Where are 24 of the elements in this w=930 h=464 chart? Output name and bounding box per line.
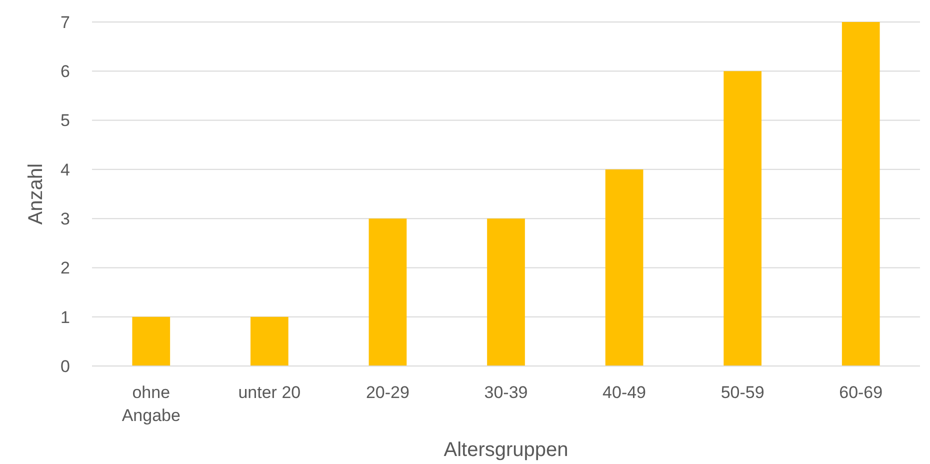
x-tick-label: 40-49: [602, 383, 646, 402]
x-tick-label: 20-29: [366, 383, 410, 402]
x-tick-label: ohne Angabe: [122, 383, 180, 425]
x-axis-title: Altersgruppen: [444, 439, 568, 461]
x-tick-label: unter 20: [238, 383, 301, 402]
x-tick-label: 30-39: [484, 383, 528, 402]
bar: [487, 218, 525, 366]
x-tick-label: 60-69: [839, 383, 883, 402]
bar: [132, 316, 170, 366]
y-tick-label: 3: [60, 210, 70, 229]
y-tick-label: 2: [60, 258, 70, 278]
y-tick-label: 1: [60, 308, 70, 327]
bar: [368, 218, 407, 366]
y-tick-label: 6: [60, 62, 70, 82]
bar: [250, 316, 288, 366]
y-tick-label: 4: [60, 160, 70, 180]
x-tick-label: 50-59: [720, 383, 764, 402]
y-axis-title: Anzahl: [25, 163, 47, 225]
bar: [605, 169, 644, 366]
bar: [724, 71, 762, 366]
bar: [842, 22, 880, 366]
y-tick-label: 7: [60, 12, 70, 32]
y-tick-label: 5: [60, 111, 70, 130]
y-tick-label: 0: [60, 356, 70, 376]
